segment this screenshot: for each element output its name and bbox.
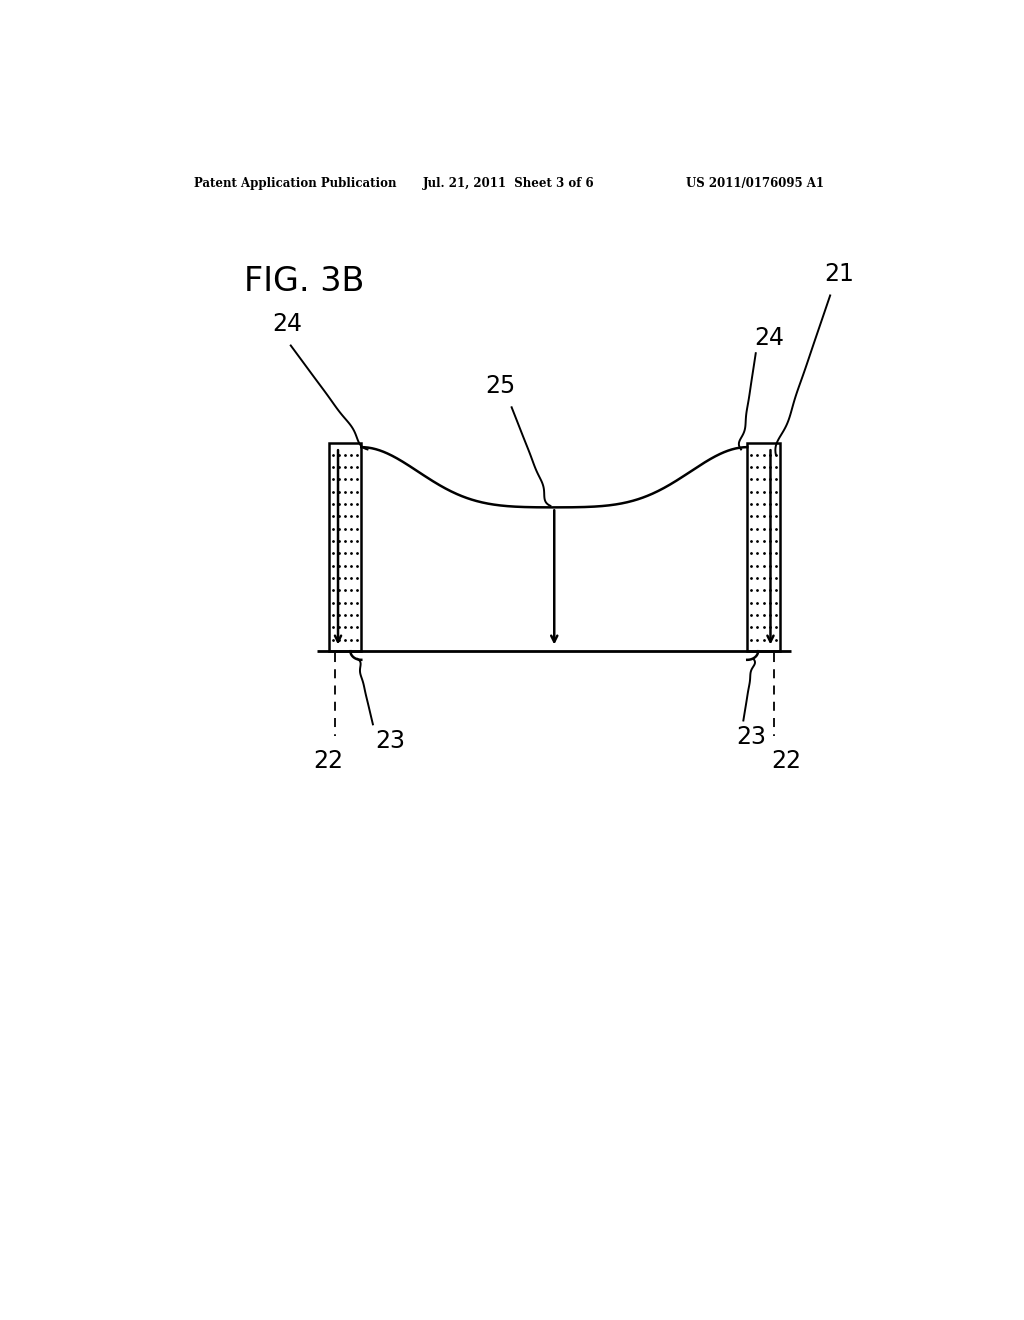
Text: 22: 22 (313, 748, 344, 772)
Bar (748, 444, 779, 651)
Text: 24: 24 (755, 326, 784, 350)
Text: US 2011/0176095 A1: US 2011/0176095 A1 (686, 177, 824, 190)
Text: Jul. 21, 2011  Sheet 3 of 6: Jul. 21, 2011 Sheet 3 of 6 (423, 177, 594, 190)
Bar (329, 444, 361, 651)
Text: 23: 23 (736, 726, 766, 750)
Text: 24: 24 (272, 312, 302, 335)
Text: 21: 21 (824, 261, 854, 286)
Text: 22: 22 (771, 748, 801, 772)
Text: 23: 23 (375, 729, 404, 754)
Text: 25: 25 (485, 374, 515, 397)
Text: FIG. 3B: FIG. 3B (245, 265, 365, 298)
Text: Patent Application Publication: Patent Application Publication (194, 177, 396, 190)
